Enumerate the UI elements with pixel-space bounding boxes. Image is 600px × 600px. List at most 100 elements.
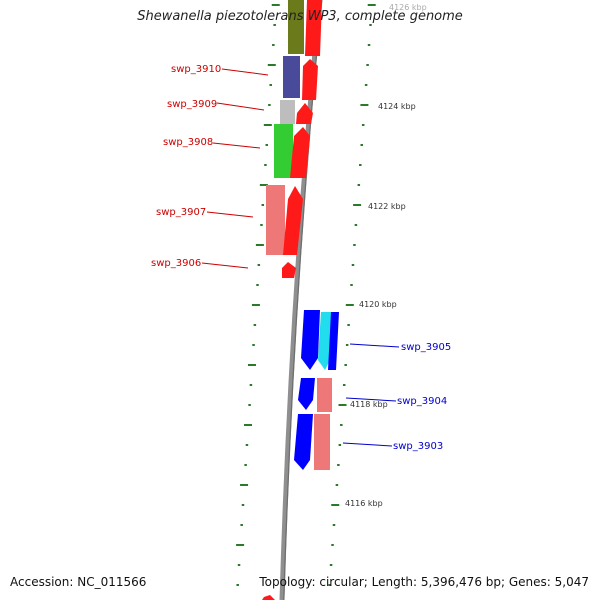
scale-tick-minor [351,264,355,266]
scale-tick-minor [366,64,369,66]
scale-tick-minor [359,164,362,166]
gene-arrow-swp-3910[interactable] [302,59,318,100]
scale-tick-major [267,64,276,66]
gene-arrow-bottom[interactable] [262,595,275,600]
gene-track-category-left [266,0,304,255]
scale-tick-minor [357,184,361,186]
scale-tick-minor [345,344,349,346]
gene-label-swp-3906[interactable]: swp_3906 [151,258,201,269]
scale-tick-minor [241,504,245,506]
gene-track-forward [262,0,322,600]
scale-tick-minor [273,24,276,26]
scale-tick-major [263,124,272,126]
leader-lines-left [201,68,269,269]
scale-tick-minor [245,444,249,446]
scale-tick-minor [252,344,255,346]
scale-tick-minor [268,104,271,106]
scale-tick-minor [257,264,261,266]
scale-tick-minor [332,524,336,526]
scale-tick-major [360,104,369,106]
gene-swp-3909-category[interactable] [280,100,295,124]
scale-tick-minor [350,284,353,286]
genome-title: Shewanella piezotolerans WP3, complete g… [137,9,463,24]
scale-tick-minor [260,224,263,226]
scale-tick-major [338,404,347,406]
scale-tick-minor [354,224,358,226]
scale-tick-minor [329,564,333,566]
gene-arrow-swp-3905-blue-b[interactable] [328,312,339,370]
scale-label-4126: 4126 kbp [389,3,427,12]
scale-tick-minor [249,384,253,386]
gene-arrow-swp-3907[interactable] [283,186,303,255]
gene-label-swp-3903[interactable]: swp_3903 [393,441,443,452]
scale-tick-major [255,244,264,246]
gene-arrow-swp-3904[interactable] [298,378,315,410]
scale-tick-minor [261,204,265,206]
scale-tick-minor [360,144,363,146]
gene-arrow-swp-3905-cyan[interactable] [318,312,332,370]
scale-tick-minor [240,524,243,526]
scale-label-4124: 4124 kbp [378,102,416,111]
scale-tick-minor [335,484,339,486]
gene-label-swp-3907[interactable]: swp_3907 [156,207,206,218]
scale-tick-major [251,304,260,306]
topology-summary: Topology: circular; Length: 5,396,476 bp… [259,575,589,589]
scale-tick-major [331,504,340,506]
accession-text: Accession: NC_011566 [10,575,147,589]
scale-tick-minor [264,164,267,166]
scale-tick-major [367,4,376,6]
gene-swp-3910-category-block[interactable] [283,56,300,98]
gene-label-swp-3905[interactable]: swp_3905 [401,342,451,353]
scale-tick-major [240,484,249,486]
gene-arrow-swp-3903[interactable] [294,414,313,470]
scale-tick-major [353,204,362,206]
scale-tick-major [259,184,268,186]
scale-label-4116: 4116 kbp [345,499,383,508]
scale-tick-minor [344,364,347,366]
scale-tick-minor [248,404,251,406]
scale-tick-minor [364,84,368,86]
gene-swp-3907-category[interactable] [266,185,285,255]
gene-label-swp-3908[interactable]: swp_3908 [163,137,213,148]
scale-tick-major [244,424,253,426]
scale-label-4118: 4118 kbp [350,400,388,409]
gene-arrow-swp-3905[interactable] [301,310,320,370]
scale-tick-minor [236,584,239,586]
gene-label-swp-3904[interactable]: swp_3904 [397,396,447,407]
scale-label-4120: 4120 kbp [359,300,397,309]
scale-tick-minor [331,544,334,546]
gene-arrow-swp-3909[interactable] [296,103,313,124]
scale-tick-minor [337,464,340,466]
gene-swp-3908-category[interactable] [274,124,293,178]
scale-ticks-inner [236,4,280,586]
scale-tick-minor [265,144,268,146]
gene-arrow-swp-3908[interactable] [290,127,310,178]
gene-swp-3904-category[interactable] [317,378,332,412]
scale-ticks-outer [328,4,376,586]
gene-label-swp-3910[interactable]: swp_3910 [171,64,221,75]
scale-tick-minor [272,44,275,46]
scale-tick-minor [342,384,346,386]
scale-tick-minor [361,124,365,126]
gene-swp-3910-category[interactable] [288,0,304,54]
gene-arrow-swp-3910-top[interactable] [305,0,322,56]
scale-tick-minor [256,284,259,286]
gene-track-reverse [294,310,339,470]
scale-tick-minor [244,464,247,466]
scale-tick-minor [347,324,350,326]
scale-tick-major [345,304,354,306]
scale-tick-major [271,4,280,6]
scale-label-4122: 4122 kbp [368,202,406,211]
gene-swp-3903-category[interactable] [314,414,330,470]
scale-tick-minor [340,424,343,426]
scale-tick-minor [237,564,241,566]
scale-tick-major [236,544,245,546]
leader-lines-right [342,343,400,447]
gene-label-swp-3909[interactable]: swp_3909 [167,99,217,110]
scale-tick-major [247,364,256,366]
scale-tick-minor [338,444,342,446]
gene-arrow-swp-3906[interactable] [282,262,296,278]
scale-tick-minor [253,324,257,326]
scale-tick-minor [353,244,356,246]
